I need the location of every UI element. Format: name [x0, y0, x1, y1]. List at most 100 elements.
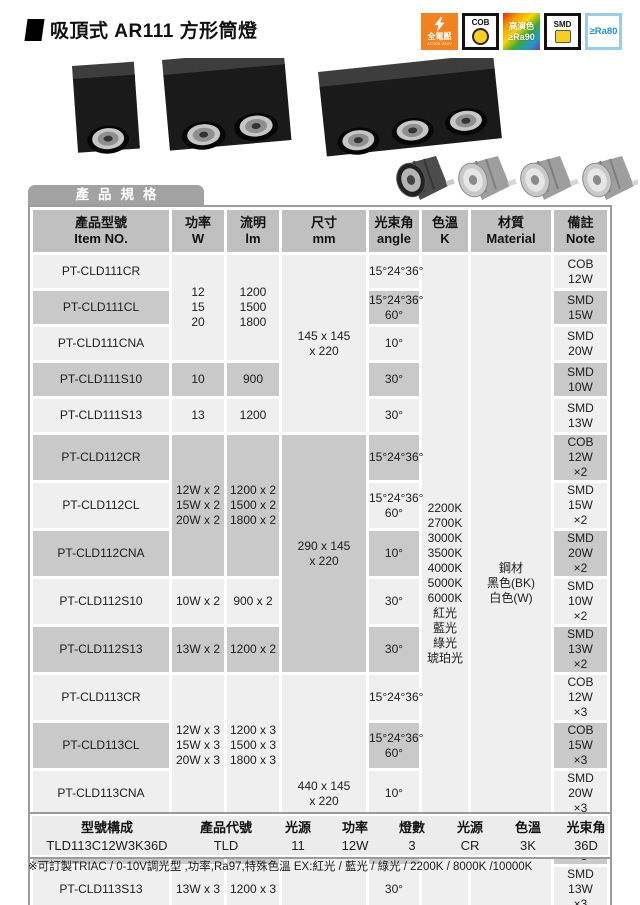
- table-row: PT-CLD111CR 12 15 20 1200 1500 1800 145 …: [33, 255, 607, 905]
- cell-angle: 15°24°36°: [369, 255, 423, 288]
- cell-lumen: 1200 x 2: [227, 627, 279, 672]
- spec-header-row: 產品型號 Item NO. 功率 W 流明 lm 尺寸 mm 光束角 angle 色溫 K …: [33, 210, 607, 252]
- col-header-size: 尺寸 mm: [282, 210, 366, 252]
- col-header-lumen-en: lm: [245, 231, 261, 246]
- cell-angle: 30°: [369, 399, 419, 432]
- ra80-badge: ≥Ra80: [585, 13, 622, 50]
- col-header-angle-en: angle: [377, 231, 411, 246]
- cell-angle: 10°: [369, 771, 419, 816]
- col-header-size-zh: 尺寸: [310, 215, 337, 230]
- cell-item: PT-CLD111CL: [33, 291, 169, 324]
- lamp-image-silver: [582, 156, 638, 200]
- model-value: 3: [408, 838, 416, 853]
- cell-angle: 30°: [369, 627, 419, 672]
- cell-angle: 30°: [369, 867, 419, 905]
- cell-note: SMD 20W ×3: [554, 771, 607, 816]
- cell-item: PT-CLD112S10: [33, 579, 169, 624]
- cell-lumen: 1200: [227, 399, 279, 432]
- table-row: PT-CLD112S13 13W x 2 1200 x 2 30° SMD 13…: [33, 627, 607, 672]
- model-header: 光源: [284, 819, 311, 835]
- model-value: 36D: [574, 838, 598, 853]
- table-row: PT-CLD111S10 10 900 30° SMD 10W: [33, 363, 607, 396]
- high-cri-label: 高演色: [508, 20, 535, 31]
- col-header-item-en: Item NO.: [74, 231, 128, 246]
- col-header-note-zh: 備註: [567, 215, 594, 230]
- col-header-power: 功率 W: [172, 210, 224, 252]
- cell-lumen: 900: [227, 363, 279, 396]
- table-row: PT-CLD113CL 15°24°36° 60° COB 15W ×3: [33, 723, 607, 768]
- cell-power: 13W x 2: [172, 627, 224, 672]
- cell-size-merged: 145 x 145 x 220: [282, 255, 366, 432]
- table-row: PT-CLD113CR 12W x 3 15W x 3 20W x 3 1200…: [33, 675, 607, 905]
- full-voltage-badge: 全電壓 AC100-240V: [421, 13, 458, 50]
- table-row: PT-CLD112CL 15°24°36° 60° SMD 15W ×2: [33, 483, 607, 528]
- certification-badges: 全電壓 AC100-240V COB 高演色 ≥Ra90 SMD ≥Ra80: [421, 13, 622, 50]
- col-header-item-zh: 產品型號: [74, 215, 127, 230]
- smd-label: SMD: [553, 20, 572, 29]
- cell-lumen: 1200 x 3: [227, 867, 279, 905]
- cell-size-merged: 440 x 145 x 220: [282, 675, 366, 905]
- fixture-2-light-image: [162, 58, 292, 151]
- col-header-lumen: 流明 lm: [227, 210, 279, 252]
- col-header-size-en: mm: [312, 231, 336, 246]
- cell-item: PT-CLD113S13: [33, 867, 169, 905]
- table-row: PT-CLD112CR 12W x 2 15W x 2 20W x 2 1200…: [33, 435, 607, 672]
- lamp-image-dark: [396, 156, 455, 200]
- table-row: PT-CLD113CNA 10° SMD 20W ×3: [33, 771, 607, 816]
- cell-item: PT-CLD111CR: [33, 255, 169, 288]
- ar111-lamp-images: [396, 156, 638, 200]
- model-header: 產品代號: [199, 819, 252, 835]
- col-header-material-en: Material: [486, 231, 536, 246]
- cell-note: COB 12W ×3: [554, 675, 607, 720]
- cell-item: PT-CLD113CR: [33, 675, 169, 720]
- page-title: 吸頂式 AR111 方形筒燈: [50, 21, 258, 42]
- model-header-row: 型號構成 產品代號 光源 功率 燈數 光源 色溫 光束角: [32, 816, 616, 836]
- table-row: PT-CLD111S13 13 1200 30° SMD 13W: [33, 399, 607, 432]
- col-header-item: 產品型號 Item NO.: [33, 210, 169, 252]
- cell-angle: 15°24°36° 60°: [369, 723, 423, 768]
- col-header-power-en: W: [191, 231, 205, 246]
- model-value: 3K: [520, 838, 536, 853]
- cell-item: PT-CLD112CL: [33, 483, 169, 528]
- cell-note: SMD 13W ×3: [554, 867, 607, 905]
- model-value: 11: [291, 838, 305, 853]
- cell-lumen: 900 x 2: [227, 579, 279, 624]
- full-voltage-label: 全電壓: [427, 32, 452, 41]
- cell-note: COB 15W ×3: [554, 723, 607, 768]
- cell-note: SMD 10W: [554, 363, 607, 396]
- cell-angle: 15°24°36°: [369, 675, 423, 720]
- cell-angle: 10°: [369, 531, 419, 576]
- spec-table-container: 產品型號 Item NO. 功率 W 流明 lm 尺寸 mm 光束角 angle 色溫 K …: [28, 205, 612, 905]
- spec-table: 產品型號 Item NO. 功率 W 流明 lm 尺寸 mm 光束角 angle 色溫 K …: [30, 207, 610, 905]
- fixture-3-light-image: [318, 58, 502, 157]
- lightning-icon: [434, 17, 445, 32]
- cell-item: PT-CLD111S13: [33, 399, 169, 432]
- high-cri-value: ≥Ra90: [508, 31, 535, 42]
- model-value: CR: [460, 838, 480, 853]
- table-row: PT-CLD113S13 13W x 3 1200 x 3 30° SMD 13…: [33, 867, 607, 905]
- cell-item: PT-CLD113CL: [33, 723, 169, 768]
- model-composition-table: 型號構成 產品代號 光源 功率 燈數 光源 色溫 光束角 TLD113C12W3…: [32, 816, 616, 855]
- cell-angle: 15°24°36° 60°: [369, 483, 423, 528]
- cell-item: PT-CLD112CR: [33, 435, 169, 480]
- cell-lumen-merged: 1200 x 2 1500 x 2 1800 x 2: [227, 435, 279, 576]
- col-header-cct-en: K: [440, 231, 450, 246]
- col-header-material-zh: 材質: [497, 215, 524, 230]
- cell-power: 10W x 2: [172, 579, 224, 624]
- cell-item: PT-CLD111S10: [33, 363, 169, 396]
- cell-color-temp-merged: 2200K 2700K 3000K 3500K 4000K 5000K 6000…: [422, 255, 468, 905]
- cell-angle: 30°: [369, 363, 419, 396]
- cell-angle: 30°: [369, 579, 419, 624]
- smd-badge: SMD: [544, 13, 581, 50]
- cell-material-merged: 鋼材 黑色(BK) 白色(W): [471, 255, 551, 905]
- cell-angle: 15°24°36° 60°: [369, 291, 423, 324]
- cell-power-merged: 12 15 20: [172, 255, 224, 360]
- model-header: 型號構成: [80, 819, 133, 835]
- cell-note: SMD 20W: [554, 327, 607, 360]
- cell-note: SMD 20W ×2: [554, 531, 607, 576]
- col-header-note: 備註 Note: [554, 210, 607, 252]
- cell-lumen-merged: 1200 x 3 1500 x 3 1800 x 3: [227, 675, 279, 816]
- cell-angle: 15°24°36°: [369, 435, 423, 480]
- cell-item: PT-CLD111CNA: [33, 327, 169, 360]
